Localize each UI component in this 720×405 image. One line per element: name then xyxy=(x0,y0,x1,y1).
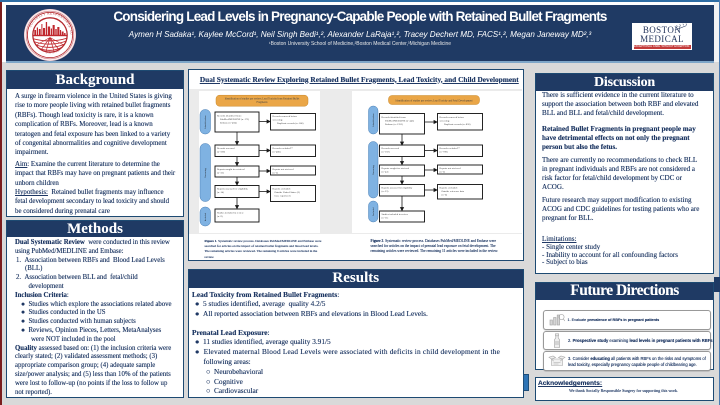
svg-text:Records screened: Records screened xyxy=(217,147,235,150)
svg-text:Reports excluded:: Reports excluded: xyxy=(272,187,290,190)
svg-text:(n=708): (n=708) xyxy=(439,150,447,153)
svg-text:Records identified from:: Records identified from: xyxy=(381,116,406,119)
svg-text:(n=9): (n=9) xyxy=(217,215,223,218)
svg-text:Embase (n=494): Embase (n=494) xyxy=(220,121,237,124)
svg-text:PubMed/MEDLINE (n=172): PubMed/MEDLINE (n=172) xyxy=(220,118,249,121)
svg-text:Reports not retrieved: Reports not retrieved xyxy=(439,167,461,170)
svg-text:PubMed/MEDLINE (n=443): PubMed/MEDLINE (n=443) xyxy=(385,119,414,122)
svg-text:Outside United States (2): Outside United States (2) xyxy=(274,191,300,194)
svg-text:(n=2): (n=2) xyxy=(439,170,445,173)
svg-text:Identification: Identification xyxy=(371,112,374,126)
svg-text:Reports sought for retrieval: Reports sought for retrieval xyxy=(217,168,245,171)
svg-text:Duplicate records (n=830): Duplicate records (n=830) xyxy=(444,123,471,126)
svg-text:screening:: screening: xyxy=(272,118,283,121)
svg-text:(n=11): (n=11) xyxy=(381,216,388,219)
svg-text:Reports excluded:: Reports excluded: xyxy=(439,186,457,189)
svg-text:Included: Included xyxy=(203,212,206,221)
svg-text:(n=466): (n=466) xyxy=(272,150,280,153)
svg-text:Records removed before: Records removed before xyxy=(439,116,464,119)
svg-text:Screening: Screening xyxy=(371,164,374,174)
svg-text:(n=102): (n=102) xyxy=(381,150,389,153)
svg-text:Reports assessed for eligibili: Reports assessed for eligibility xyxy=(381,186,413,189)
svg-text:Records excluded**: Records excluded** xyxy=(272,147,293,150)
svg-text:B.U.S.M.: B.U.S.M. xyxy=(45,48,61,55)
svg-text:Reports sought for retrieval: Reports sought for retrieval xyxy=(381,167,409,170)
svg-text:(n=2): (n=2) xyxy=(272,171,278,174)
svg-text:Records screened: Records screened xyxy=(381,147,399,150)
svg-text:(n=500): (n=500) xyxy=(217,150,225,153)
svg-text:Included: Included xyxy=(371,206,374,215)
svg-text:Studies included in review: Studies included in review xyxy=(381,213,408,216)
svg-text:Fragments: Fragments xyxy=(256,101,267,104)
svg-text:Identification of studies per: Identification of studies per review; Le… xyxy=(224,97,299,100)
svg-text:Outside reference data: Outside reference data xyxy=(441,190,464,193)
svg-text:(n=43): (n=43) xyxy=(381,170,388,173)
svg-text:Records identified from:: Records identified from: xyxy=(217,114,242,117)
svg-text:Embase (n=1353): Embase (n=1353) xyxy=(385,123,403,126)
svg-text:Identification of studies per: Identification of studies per review; Le… xyxy=(395,99,472,102)
svg-text:Identification: Identification xyxy=(203,114,206,128)
svg-text:Records excluded**: Records excluded** xyxy=(439,147,460,150)
svg-text:(n=33): (n=33) xyxy=(217,171,224,174)
svg-text:Records removed before: Records removed before xyxy=(272,115,297,118)
svg-text:Studies included in review: Studies included in review xyxy=(217,211,244,214)
svg-text:Duplicate records (n=166): Duplicate records (n=166) xyxy=(277,122,304,125)
svg-text:(n=6): (n=6) xyxy=(441,193,447,196)
svg-text:screening:: screening: xyxy=(439,119,450,122)
svg-text:Case reports (3): Case reports (3) xyxy=(274,194,290,197)
svg-text:Reports not retrieved: Reports not retrieved xyxy=(272,168,294,171)
svg-text:(n=14): (n=14) xyxy=(217,191,224,194)
svg-text:(n=23): (n=23) xyxy=(381,190,388,193)
svg-text:Screening: Screening xyxy=(203,167,206,177)
svg-text:Reports assessed for eligibili: Reports assessed for eligibility xyxy=(217,187,249,190)
